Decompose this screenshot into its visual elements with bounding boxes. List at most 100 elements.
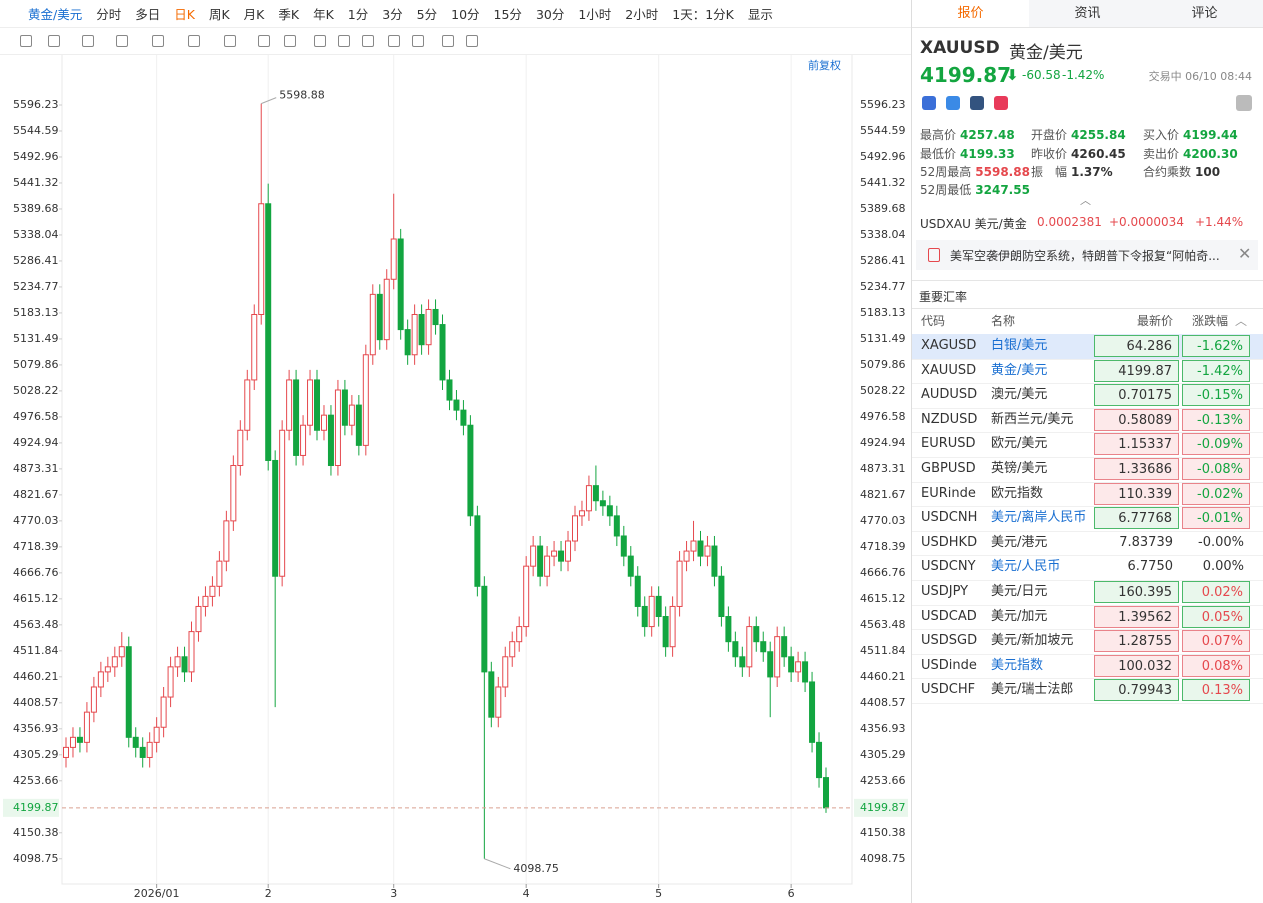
tool-icon[interactable]	[116, 35, 128, 47]
candle-body	[599, 500, 606, 507]
period-option[interactable]: 月K	[243, 7, 265, 22]
period-option[interactable]: 日K	[174, 7, 195, 22]
candle-body	[397, 238, 404, 331]
period-option[interactable]: 15分	[493, 7, 522, 22]
icon[interactable]	[970, 96, 984, 110]
last-price-label-right: 4199.87	[860, 801, 906, 814]
stat-value: 4257.48	[960, 128, 1015, 142]
news-icon	[928, 248, 940, 262]
tool-icon[interactable]	[412, 35, 424, 47]
candle-body	[167, 666, 174, 698]
tool-icon[interactable]	[284, 35, 296, 47]
tab[interactable]: 资讯	[1029, 0, 1146, 28]
period-option[interactable]: 黄金/美元	[28, 7, 83, 22]
rate-row[interactable]: USDCAD 美元/加元 1.39562 0.05%	[912, 605, 1263, 631]
period-option[interactable]: 显示	[747, 7, 773, 22]
tab[interactable]: 评论	[1146, 0, 1263, 28]
rate-row[interactable]: XAGUSD 白银/美元 64.286 -1.62%	[912, 334, 1263, 360]
rate-row[interactable]: EURinde 欧元指数 110.339 -0.02%	[912, 482, 1263, 508]
candle-body	[216, 560, 223, 587]
code: NZDUSD	[921, 411, 978, 427]
candle-body	[732, 641, 739, 658]
rate-row[interactable]: GBPUSD 英镑/美元 1.33686 -0.08%	[912, 457, 1263, 483]
rate-row[interactable]: USDSGD 美元/新加坡元 1.28755 0.07%	[912, 629, 1263, 655]
candle-body	[795, 661, 802, 673]
news-bar[interactable]	[916, 240, 1258, 270]
candle-body	[481, 585, 488, 673]
tool-icon[interactable]	[152, 35, 164, 47]
tool-icon[interactable]	[224, 35, 236, 47]
y-tick-label-right: 4305.29	[860, 748, 906, 761]
news[interactable]: 美军空袭伊朗防空系统，特朗普下令报复“阿帕奇...	[950, 249, 1220, 263]
rate-row[interactable]: AUDUSD 澳元/美元 0.70175 -0.15%	[912, 383, 1263, 409]
tool-icon[interactable]	[82, 35, 94, 47]
column-header[interactable]: 名称	[991, 314, 1016, 328]
tool-icon[interactable]	[466, 35, 478, 47]
rate-row[interactable]: USDCHF 美元/瑞士法郎 0.79943 0.13%	[912, 678, 1263, 704]
stat: 开盘价 4255.84	[1031, 126, 1126, 143]
icon[interactable]	[994, 96, 1008, 110]
y-tick-label-right: 5079.86	[860, 358, 906, 371]
period-option[interactable]: 5分	[416, 7, 438, 22]
tool-icon[interactable]	[188, 35, 200, 47]
y-tick-label: 4615.12	[13, 592, 59, 605]
icon[interactable]	[922, 96, 936, 110]
rate-row[interactable]: USDCNH 美元/离岸人民币 6.77768 -0.01%	[912, 506, 1263, 532]
period-option[interactable]: 1分	[347, 7, 369, 22]
candle-body	[348, 404, 355, 426]
candle-body	[781, 636, 788, 658]
y-tick-label-right: 4821.67	[860, 488, 906, 501]
candle-body	[293, 379, 300, 456]
rate-row[interactable]: USDJPY 美元/日元 160.395 0.02%	[912, 580, 1263, 606]
period-option[interactable]: 分时	[96, 7, 122, 22]
price: 4199.87	[920, 63, 1012, 87]
sort-icon[interactable]: ︿	[1235, 314, 1248, 328]
tool-icon[interactable]	[388, 35, 400, 47]
rate-row[interactable]: USDHKD 美元/港元 7.83739 -0.00%	[912, 531, 1263, 557]
adjust-button[interactable]: 前复权	[808, 58, 841, 72]
tool-icon[interactable]	[48, 35, 60, 47]
period-option[interactable]: 30分	[535, 7, 565, 22]
rate-row[interactable]: XAUUSD 黄金/美元 4199.87 -1.42%	[912, 359, 1263, 385]
tool-icon[interactable]	[362, 35, 374, 47]
period-option[interactable]: 2小时	[625, 7, 659, 22]
tool-icon[interactable]	[314, 35, 326, 47]
code: GBPUSD	[921, 461, 976, 476]
change-pct: 0.02%	[1182, 581, 1250, 603]
tool-icon[interactable]	[338, 35, 350, 47]
change: -60.58	[1022, 68, 1061, 82]
price: 1.28755	[1094, 630, 1179, 653]
icon[interactable]	[946, 96, 960, 110]
stat: 最高价 4257.48	[920, 126, 1015, 143]
period-option[interactable]: 周K	[208, 7, 230, 22]
candle-body	[648, 595, 655, 628]
candle-body	[669, 605, 676, 648]
candle-body	[620, 535, 627, 557]
period-option[interactable]: 年K	[313, 7, 334, 22]
period-option[interactable]: 10分	[451, 7, 480, 22]
tool-icon[interactable]	[442, 35, 454, 47]
column-header[interactable]: 涨跌幅	[1192, 314, 1229, 328]
rate-row[interactable]: USDinde 美元指数 100.032 0.08%	[912, 654, 1263, 680]
period-option[interactable]: 3分	[382, 7, 403, 22]
tab[interactable]: 报价	[912, 0, 1029, 28]
column-header[interactable]: 代码	[921, 314, 946, 328]
period-option[interactable]: 1天：1分K	[672, 7, 734, 22]
close[interactable]: ✕	[1238, 244, 1252, 263]
collapse[interactable]: ︿	[1080, 194, 1091, 207]
tool-icon[interactable]	[20, 35, 32, 47]
y-tick-label: 5492.96	[13, 150, 59, 163]
rate-row[interactable]: EURUSD 欧元/美元 1.15337 -0.09%	[912, 432, 1263, 458]
name: 新西兰元/美元	[991, 411, 1074, 427]
column-header[interactable]: 最新价	[1137, 314, 1174, 328]
period-option[interactable]: 季K	[278, 7, 300, 22]
rate-row[interactable]: NZDUSD 新西兰元/美元 0.58089 -0.13%	[912, 408, 1263, 434]
period-option[interactable]: 多日	[135, 7, 161, 22]
rate-row[interactable]: USDCNY 美元/人民币 6.7750 0.00%	[912, 555, 1263, 581]
y-tick-label-right: 4666.76	[860, 566, 906, 579]
alert-icon[interactable]	[1236, 95, 1252, 111]
tool-icon[interactable]	[258, 35, 270, 47]
y-tick-label: 4098.75	[13, 852, 59, 865]
name: 美元/日元	[991, 584, 1048, 599]
period-option[interactable]: 1小时	[578, 7, 612, 22]
